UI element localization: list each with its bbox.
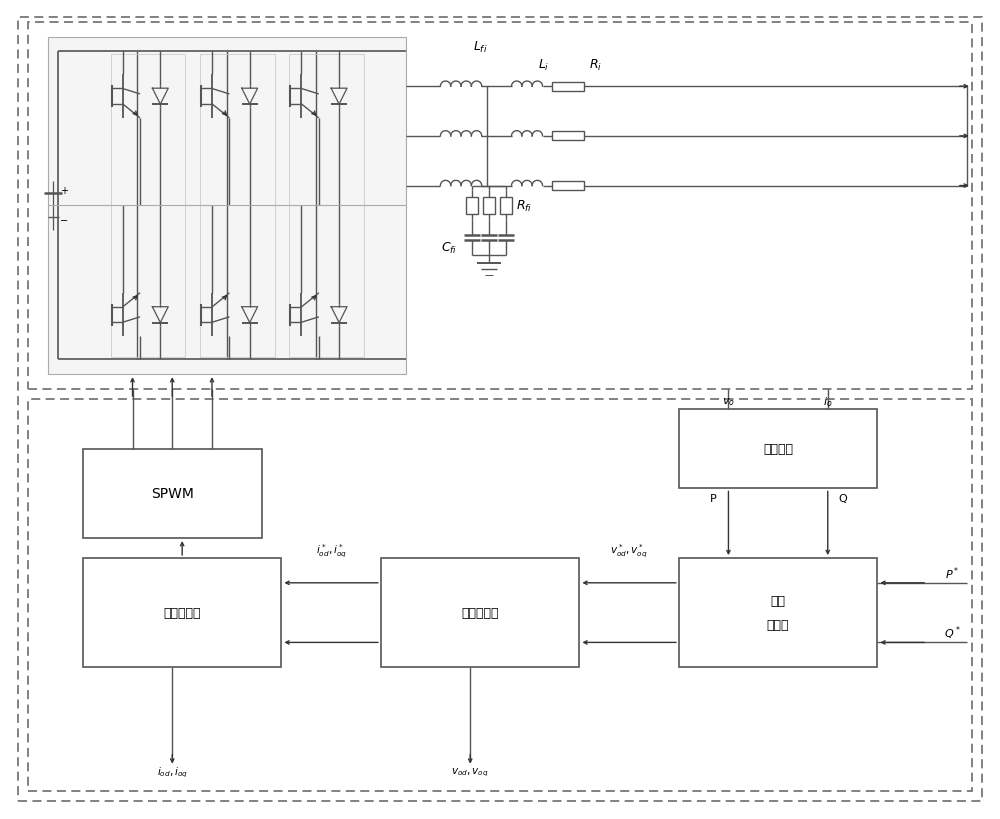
- Text: 功率计算: 功率计算: [763, 443, 793, 455]
- Bar: [679, 559, 877, 667]
- Bar: [83, 559, 281, 667]
- Bar: [200, 56, 275, 358]
- Text: $i_{od},i_{oq}$: $i_{od},i_{oq}$: [157, 764, 188, 779]
- Text: $v^*_{od},v^*_{oq}$: $v^*_{od},v^*_{oq}$: [610, 541, 648, 559]
- Bar: [483, 198, 495, 215]
- Bar: [466, 198, 478, 215]
- Text: $v_o$: $v_o$: [722, 396, 735, 408]
- Text: P: P: [710, 494, 717, 504]
- Bar: [289, 56, 364, 358]
- Text: −: −: [60, 216, 68, 226]
- Text: 电流控制器: 电流控制器: [163, 606, 201, 619]
- Bar: [28, 400, 972, 791]
- Text: $v_{od},v_{oq}$: $v_{od},v_{oq}$: [451, 766, 489, 778]
- Bar: [552, 83, 584, 92]
- Bar: [111, 56, 185, 358]
- Text: 功率: 功率: [771, 595, 786, 608]
- Text: SPWM: SPWM: [151, 486, 194, 500]
- Bar: [679, 410, 877, 489]
- Text: $R_i$: $R_i$: [589, 57, 602, 73]
- Text: +: +: [60, 186, 68, 197]
- Text: $i_o$: $i_o$: [823, 395, 833, 409]
- Bar: [552, 132, 584, 141]
- Bar: [381, 559, 579, 667]
- Text: $i^*_{od},i^*_{oq}$: $i^*_{od},i^*_{oq}$: [316, 541, 347, 559]
- Bar: [28, 23, 972, 390]
- Text: 控制器: 控制器: [767, 618, 789, 631]
- Bar: [552, 182, 584, 191]
- Bar: [83, 449, 262, 538]
- Text: $C_{fi}$: $C_{fi}$: [441, 240, 457, 256]
- Bar: [500, 198, 512, 215]
- Text: $P^*$: $P^*$: [945, 565, 959, 581]
- Bar: [48, 38, 406, 375]
- Text: 电压控制器: 电压控制器: [461, 606, 499, 619]
- Text: $L_i$: $L_i$: [538, 57, 549, 73]
- Text: Q: Q: [838, 494, 847, 504]
- Text: $L_{fi}$: $L_{fi}$: [473, 40, 487, 55]
- Text: $Q^*$: $Q^*$: [944, 624, 960, 641]
- Text: $R_{fi}$: $R_{fi}$: [516, 198, 533, 214]
